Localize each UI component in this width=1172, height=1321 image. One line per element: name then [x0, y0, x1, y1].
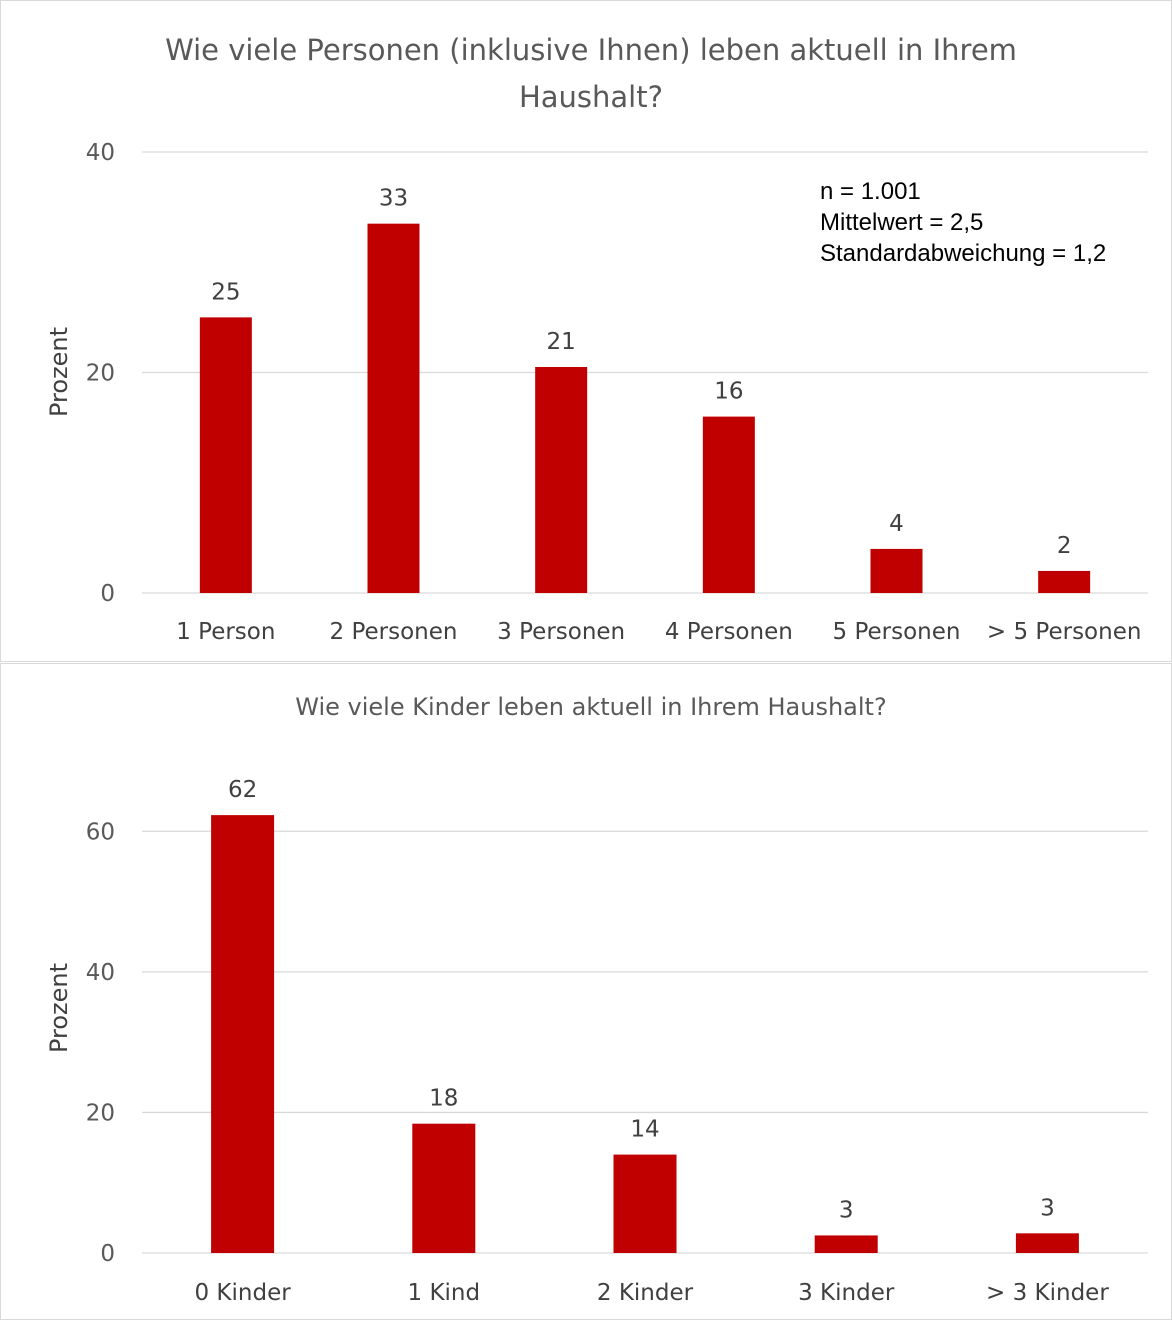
bar	[412, 1123, 476, 1253]
data-label: 4	[889, 511, 904, 537]
y-tick-label: 0	[100, 581, 115, 607]
x-category-label: 2 Personen	[330, 619, 458, 645]
bar	[1015, 1233, 1079, 1253]
data-label: 16	[714, 379, 743, 405]
x-category-label: > 3 Kinder	[986, 1280, 1109, 1306]
bar	[535, 366, 588, 593]
x-category-label: 3 Kinder	[798, 1280, 895, 1306]
annotation-mean: Mittelwert = 2,5	[820, 209, 983, 236]
y-tick-label: 20	[86, 1100, 115, 1126]
x-category-label: 0 Kinder	[194, 1280, 291, 1306]
chart-title-line2: Haushalt?	[519, 80, 663, 114]
x-category-label: 1 Person	[176, 619, 275, 645]
x-category-label: 2 Kinder	[597, 1280, 694, 1306]
data-label: 3	[839, 1197, 854, 1223]
data-label: 25	[211, 279, 240, 305]
bar	[702, 416, 755, 593]
data-label: 18	[429, 1086, 458, 1112]
data-label: 3	[1040, 1195, 1055, 1221]
data-label: 21	[547, 329, 576, 355]
data-label: 62	[228, 777, 257, 803]
chart-title-line1: Wie viele Personen (inklusive Ihnen) leb…	[165, 33, 1017, 67]
y-tick-label: 0	[100, 1241, 115, 1267]
annotation-sd: Standardabweichung = 1,2	[820, 240, 1106, 267]
x-category-label: 4 Personen	[665, 619, 793, 645]
chart-panel-children: Wie viele Kinder leben aktuell in Ihrem …	[0, 663, 1172, 1320]
chart-panel-household-size: Wie viele Personen (inklusive Ihnen) leb…	[0, 0, 1172, 662]
y-tick-label: 40	[86, 140, 115, 166]
chart-household-size: Wie viele Personen (inklusive Ihnen) leb…	[45, 33, 1148, 645]
y-axis-label: Prozent	[45, 327, 73, 417]
y-tick-label: 60	[86, 819, 115, 845]
x-category-label: 5 Personen	[833, 619, 961, 645]
bar	[613, 1154, 677, 1253]
data-label: 2	[1057, 533, 1072, 559]
bar	[870, 548, 923, 593]
chart-title: Wie viele Kinder leben aktuell in Ihrem …	[295, 693, 886, 721]
y-tick-label: 20	[86, 361, 115, 387]
x-category-label: 3 Personen	[497, 619, 625, 645]
y-axis-label: Prozent	[45, 963, 73, 1053]
bar	[1038, 570, 1091, 593]
bar	[814, 1235, 878, 1253]
x-category-label: > 5 Personen	[987, 619, 1142, 645]
x-category-label: 1 Kind	[408, 1280, 481, 1306]
annotation-n: n = 1.001	[820, 178, 921, 205]
data-label: 33	[379, 186, 408, 212]
bar	[211, 815, 275, 1253]
y-tick-label: 40	[86, 960, 115, 986]
chart-children: Wie viele Kinder leben aktuell in Ihrem …	[45, 693, 1148, 1306]
data-label: 14	[630, 1117, 659, 1143]
bar	[199, 317, 252, 593]
bar	[367, 223, 420, 593]
